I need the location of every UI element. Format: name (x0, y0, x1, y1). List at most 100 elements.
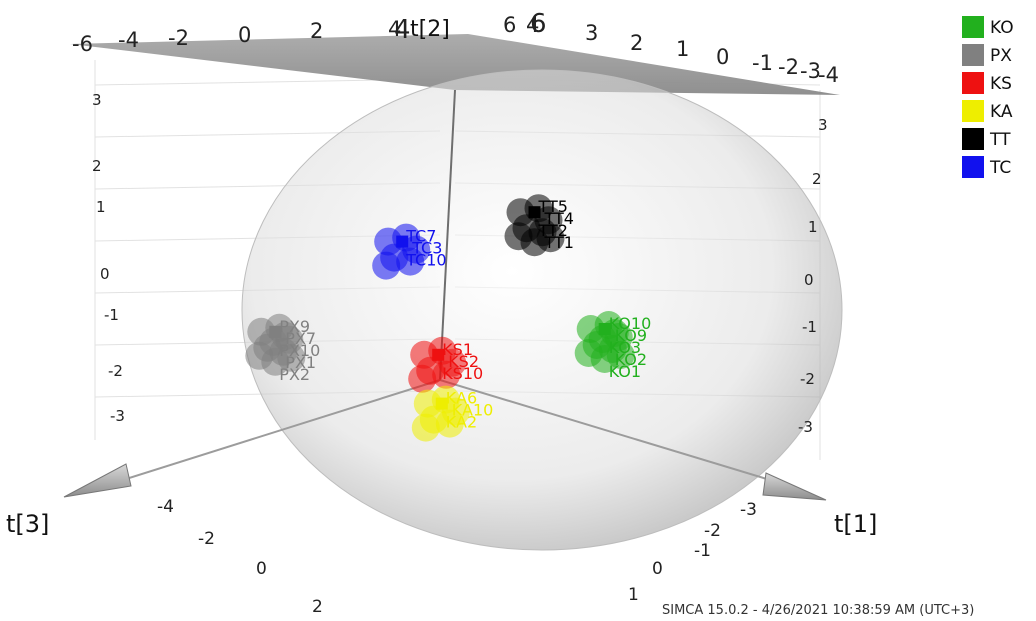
legend-swatch (962, 44, 984, 66)
top-plane (70, 34, 840, 95)
top-plane-far-tick: 2 (630, 31, 643, 55)
legend-swatch (962, 128, 984, 150)
right-wall-tick: 3 (818, 116, 828, 134)
legend-swatch (962, 72, 984, 94)
data-point (372, 251, 401, 280)
right-wall-tick: 1 (808, 218, 818, 236)
legend-label: TC (989, 158, 1011, 178)
point-label: TC3 (411, 239, 442, 258)
legend-label: TT (989, 130, 1011, 150)
top-plane-near-tick: 2 (310, 19, 323, 43)
left-floor-tick: -2 (198, 529, 215, 549)
left-wall-tick: 0 (100, 265, 110, 283)
left-wall-tick: -2 (108, 362, 123, 380)
z-axis-label: t[3] (6, 510, 49, 538)
legend: KO PX KS KA TT TC (962, 16, 1014, 178)
point-label: PX1 (285, 353, 316, 372)
right-floor-tick: -2 (704, 521, 721, 541)
point-label: KO1 (609, 362, 641, 381)
point-label: TT2 (538, 221, 568, 240)
top-plane-mid-tick: 4 (394, 15, 411, 45)
right-wall-tick: 2 (812, 170, 822, 188)
top-plane-near-tick: 0 (238, 23, 251, 47)
right-wall-tick: -3 (798, 418, 813, 436)
point-label: KO9 (615, 326, 647, 345)
data-point-marker (432, 348, 445, 361)
top-plane-near-tick: -6 (72, 32, 93, 56)
legend-swatch (962, 16, 984, 38)
data-point (432, 360, 461, 389)
right-floor-tick: 1 (628, 585, 639, 605)
point-label: KO2 (615, 350, 647, 369)
legend-label: KO (990, 18, 1014, 38)
data-point (411, 413, 440, 442)
legend-swatch (962, 156, 984, 178)
point-label: KO10 (609, 314, 652, 333)
confidence-ellipsoid (241, 69, 843, 551)
point-label: PX10 (279, 341, 320, 360)
point-label: KA2 (446, 413, 477, 432)
point-label: TT1 (544, 233, 574, 252)
right-wall-tick: -2 (800, 370, 815, 388)
left-floor-tick: 2 (312, 597, 323, 617)
legend-label: KS (990, 74, 1012, 94)
top-plane-near-tick: -4 (118, 28, 139, 52)
point-label: KA6 (446, 389, 477, 408)
right-floor-tick: 0 (652, 559, 663, 579)
data-point-marker (528, 206, 541, 219)
t3-arrow-head (63, 463, 132, 498)
left-wall-tick: -1 (104, 306, 119, 324)
top-plane-far-tick: -4 (818, 63, 839, 87)
data-point-marker (435, 397, 448, 410)
software-timestamp: SIMCA 15.0.2 - 4/26/2021 10:38:59 AM (UT… (662, 603, 974, 618)
top-plane-near-tick: -2 (168, 26, 189, 50)
left-floor-tick: 0 (256, 559, 267, 579)
right-wall-tick: 0 (804, 271, 814, 289)
data-point-marker (598, 323, 611, 335)
legend-swatch (962, 100, 984, 122)
top-plane-near-tick: 4 (388, 17, 401, 41)
left-wall-tick: 2 (92, 157, 102, 175)
left-wall-tick: 1 (96, 198, 106, 216)
right-floor-tick: -1 (694, 541, 711, 561)
data-point-marker (269, 325, 282, 338)
axis-ticks: -6 -4 -2 0 2 4 6 4 3 2 1 0 -1 -2 -3-43210-1-2-33210-1-… (72, 9, 839, 617)
data-point (520, 228, 549, 257)
point-label: TT4 (544, 209, 574, 228)
top-plane-far-tick: 3 (585, 21, 598, 45)
top-plane-mid-tick: 6 (530, 9, 547, 39)
point-label: KS1 (442, 340, 473, 359)
data-point (408, 364, 437, 393)
point-label: KS10 (442, 364, 483, 383)
t1-arrow-head (762, 472, 827, 501)
legend-label: KA (990, 102, 1013, 122)
top-plane-far-tick: -2 (778, 55, 799, 79)
top-plane-far-tick: 6 (503, 13, 516, 37)
left-wall-tick: 3 (92, 91, 102, 109)
point-label: TT5 (538, 197, 568, 216)
right-wall-tick: -1 (802, 318, 817, 336)
data-point-marker (396, 235, 409, 248)
point-label: TC10 (405, 251, 446, 270)
point-label: KS2 (448, 352, 479, 371)
axis-lines (63, 89, 827, 501)
left-floor-tick: -4 (157, 497, 174, 517)
top-plane-far-tick: 0 (716, 45, 729, 69)
top-plane-far-tick: -1 (752, 51, 773, 75)
top-plane-far-tick: 1 (676, 37, 689, 61)
left-wall-tick: -3 (110, 407, 125, 425)
top-plane-far-tick: 4 (526, 13, 539, 37)
data-point (435, 409, 464, 438)
y-axis-label: t[2] (410, 17, 450, 42)
point-label: KA10 (452, 401, 494, 420)
point-label: PX9 (279, 317, 310, 336)
top-plane-far-tick: -3 (800, 59, 821, 83)
data-point (396, 247, 425, 276)
